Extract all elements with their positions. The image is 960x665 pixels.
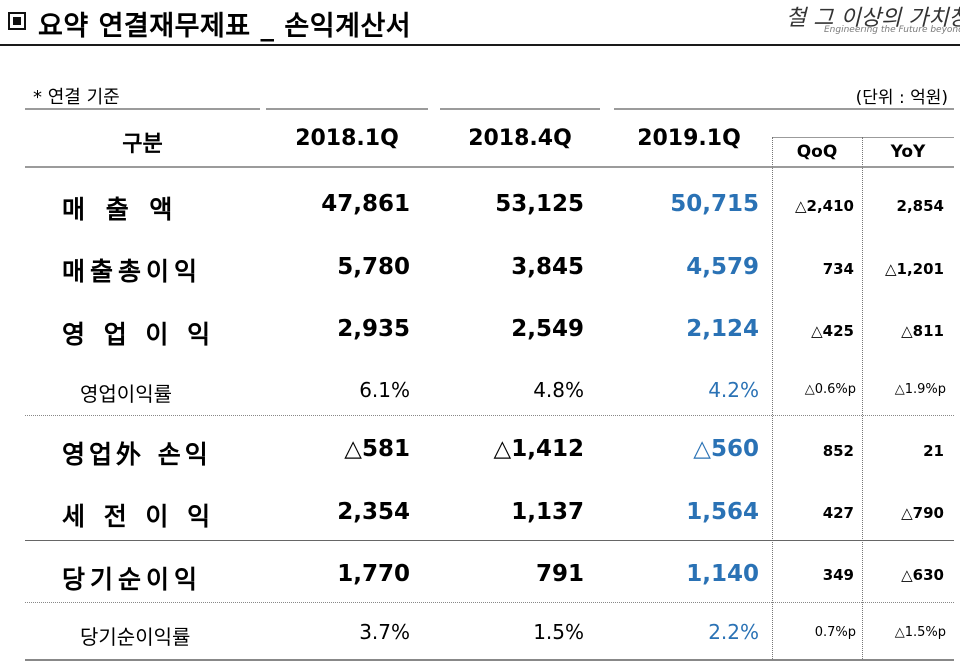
logo-slogan: 철 그 이상의 가치창조 <box>786 6 960 31</box>
revenue-qoq: △2,410 <box>795 197 854 215</box>
operating-profit-2018-4q: 2,549 <box>511 316 584 342</box>
operating-profit-qoq: △425 <box>811 322 854 340</box>
logo-tagline: Engineering the Future beyond Steel <box>824 25 960 35</box>
row-label-operating-profit: 영 업 이 익 <box>62 320 216 349</box>
row-label-gross-profit: 매출총이익 <box>62 257 203 286</box>
unit-note: (단위 : 억원) <box>855 88 948 108</box>
non-operating-qoq: 852 <box>822 442 854 460</box>
compare-header-rule <box>772 137 954 138</box>
gross-profit-2019-1q: 4,579 <box>686 254 759 280</box>
non-operating-2018-1q: △581 <box>344 436 410 462</box>
net-margin-2018-1q: 3.7% <box>359 620 410 644</box>
revenue-2018-1q: 47,861 <box>321 191 410 217</box>
col-header-p3: 2019.1Q <box>637 126 741 151</box>
section-divider-3 <box>25 602 954 603</box>
net-income-2018-4q: 791 <box>535 561 584 587</box>
row-label-pretax-income: 세 전 이 익 <box>62 502 216 531</box>
pretax-income-2018-4q: 1,137 <box>511 499 584 525</box>
col-header-category: 구분 <box>122 132 163 157</box>
operating-margin-2018-1q: 6.1% <box>359 378 410 402</box>
square-bullet-icon <box>8 12 26 30</box>
col-header-p1: 2018.1Q <box>295 126 399 151</box>
pretax-income-yoy: △790 <box>901 504 944 522</box>
net-income-yoy: △630 <box>901 566 944 584</box>
operating-profit-yoy: △811 <box>901 322 944 340</box>
header-bottom-rule <box>25 166 954 168</box>
net-income-2019-1q: 1,140 <box>686 561 759 587</box>
operating-margin-2018-4q: 4.8% <box>533 378 584 402</box>
net-margin-qoq: 0.7%p <box>814 625 856 640</box>
header-top-rule-p1 <box>266 108 428 110</box>
operating-margin-yoy: △1.9%p <box>894 382 946 397</box>
gross-profit-qoq: 734 <box>822 260 854 278</box>
qoq-left-divider <box>772 137 773 659</box>
yoy-left-divider <box>862 137 863 659</box>
gross-profit-yoy: △1,201 <box>885 260 944 278</box>
row-label-net-margin: 당기순이익률 <box>80 625 191 649</box>
col-header-yoy: YoY <box>890 142 926 162</box>
row-label-net-income: 당기순이익 <box>62 565 203 594</box>
col-header-qoq: QoQ <box>796 142 838 162</box>
header-top-rule-p3 <box>614 108 954 110</box>
operating-profit-2018-1q: 2,935 <box>337 316 410 342</box>
pretax-income-2019-1q: 1,564 <box>686 499 759 525</box>
row-label-non-operating: 영업外 손익 <box>62 440 212 469</box>
header-top-rule-category <box>25 108 260 110</box>
title-bar: 요약 연결재무제표 _ 손익계산서 철 그 이상의 가치창조 Engineeri… <box>0 0 960 50</box>
operating-margin-qoq: △0.6%p <box>804 382 856 397</box>
company-logo: 철 그 이상의 가치창조 Engineering the Future beyo… <box>786 0 960 40</box>
title-divider <box>0 44 960 46</box>
net-income-2018-1q: 1,770 <box>337 561 410 587</box>
gross-profit-2018-4q: 3,845 <box>511 254 584 280</box>
page-title: 요약 연결재무제표 _ 손익계산서 <box>38 11 412 42</box>
revenue-2018-4q: 53,125 <box>495 191 584 217</box>
pretax-income-qoq: 427 <box>822 504 854 522</box>
col-header-p2: 2018.4Q <box>468 126 572 151</box>
revenue-yoy: 2,854 <box>896 197 944 215</box>
non-operating-yoy: 21 <box>923 442 944 460</box>
non-operating-2019-1q: △560 <box>693 436 759 462</box>
table-bottom-rule <box>25 659 954 661</box>
net-income-qoq: 349 <box>822 566 854 584</box>
revenue-2019-1q: 50,715 <box>670 191 759 217</box>
net-margin-2018-4q: 1.5% <box>533 620 584 644</box>
basis-note: * 연결 기준 <box>33 87 120 108</box>
row-label-operating-margin: 영업이익률 <box>80 382 172 406</box>
header-top-rule-p2 <box>440 108 600 110</box>
section-divider-2 <box>25 540 954 541</box>
section-divider-1 <box>25 415 954 416</box>
non-operating-2018-4q: △1,412 <box>493 436 584 462</box>
net-margin-yoy: △1.5%p <box>894 625 946 640</box>
operating-margin-2019-1q: 4.2% <box>708 378 759 402</box>
gross-profit-2018-1q: 5,780 <box>337 254 410 280</box>
operating-profit-2019-1q: 2,124 <box>686 316 759 342</box>
net-margin-2019-1q: 2.2% <box>708 620 759 644</box>
pretax-income-2018-1q: 2,354 <box>337 499 410 525</box>
row-label-revenue: 매 출 액 <box>62 195 179 224</box>
